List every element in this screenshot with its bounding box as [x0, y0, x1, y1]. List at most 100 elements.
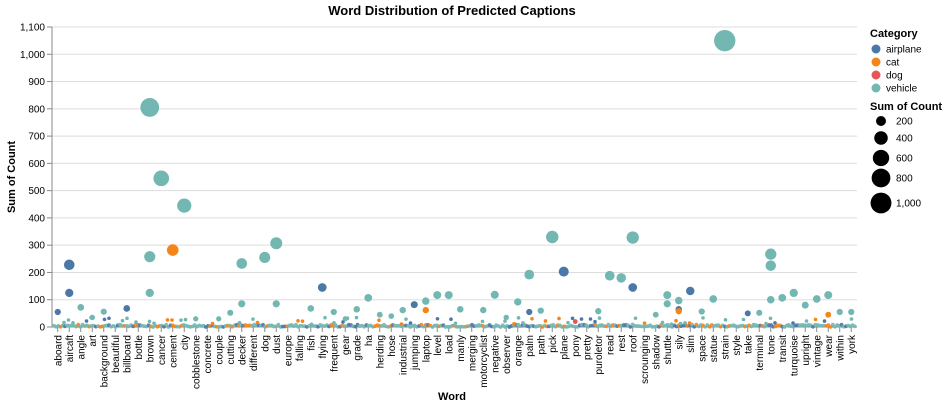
legend-size-title: Sum of Count	[870, 101, 942, 113]
data-point-vehicle	[514, 298, 522, 306]
data-point	[764, 321, 768, 326]
x-tick-label: level	[433, 335, 444, 356]
legend-size-swatch	[874, 131, 888, 145]
data-point-vehicle	[177, 198, 192, 213]
data-point	[84, 319, 89, 323]
data-point-vehicle	[89, 314, 95, 321]
data-point	[300, 319, 305, 323]
legend-size-swatch	[870, 192, 892, 214]
data-point-vehicle	[342, 316, 348, 322]
x-tick-label: space	[697, 335, 708, 362]
x-tick-label: shadow	[651, 334, 662, 369]
x-tick-label: turquoise	[789, 335, 800, 377]
data-point-vehicle	[433, 291, 442, 300]
x-tick-label: brown	[145, 335, 156, 362]
data-point-vehicle	[714, 29, 736, 52]
data-point	[102, 317, 107, 322]
data-point	[332, 320, 336, 325]
x-tick-label: within	[835, 335, 846, 362]
data-point	[557, 316, 561, 321]
x-tick-label: scrounging	[640, 335, 651, 384]
data-point-vehicle	[524, 269, 535, 280]
data-point-vehicle	[789, 288, 798, 298]
data-point-vehicle	[388, 313, 395, 319]
data-point	[579, 317, 584, 321]
y-axis-title: Sum of Count	[6, 141, 18, 213]
x-tick-label: dog	[260, 335, 271, 352]
x-tick-label: aboard	[53, 335, 64, 366]
data-point-vehicle	[824, 291, 833, 300]
data-point	[435, 316, 440, 321]
data-point	[723, 318, 728, 322]
data-point	[354, 315, 359, 320]
data-point	[377, 318, 381, 323]
legend: Category airplane cat dog vehicle Sum of Co…	[870, 28, 942, 214]
data-point-vehicle	[100, 308, 107, 315]
x-tick-label: herding	[375, 335, 386, 368]
x-tick-label: slim	[686, 335, 697, 353]
data-point-vehicle	[756, 309, 763, 316]
x-tick-label: terminal	[755, 335, 766, 371]
data-point-airplane	[526, 308, 533, 316]
data-point-airplane	[65, 288, 74, 298]
data-point	[530, 316, 534, 321]
data-point	[134, 320, 138, 324]
x-tick-label: pick	[548, 334, 559, 353]
x-tick-label: manly	[456, 335, 467, 362]
data-point-vehicle	[422, 297, 430, 305]
y-tick-label: 400	[28, 213, 45, 224]
x-tick-label: vintage	[812, 335, 823, 368]
data-point-airplane	[54, 308, 61, 316]
legend-color-swatch	[871, 70, 881, 80]
x-tick-label: pretty	[582, 335, 593, 360]
y-tick-label: 300	[28, 241, 45, 252]
legend-size-swatch	[876, 116, 886, 126]
data-point-vehicle	[145, 288, 154, 298]
data-point-airplane	[63, 259, 75, 271]
data-point-vehicle	[503, 314, 509, 321]
y-tick-label: 800	[28, 104, 45, 115]
data-point	[309, 322, 314, 327]
data-point	[179, 318, 183, 322]
chart-title: Word Distribution of Predicted Captions	[328, 3, 575, 18]
x-tick-label: bottle	[134, 335, 145, 360]
data-point-vehicle	[626, 231, 639, 244]
data-point	[296, 318, 300, 323]
y-tick-label: 0	[39, 323, 45, 334]
data-point	[71, 321, 75, 325]
data-point	[701, 316, 705, 320]
data-point-vehicle	[765, 248, 777, 260]
data-point	[660, 320, 665, 325]
y-tick-label: 900	[28, 77, 45, 88]
data-point-vehicle	[270, 237, 283, 250]
data-point	[566, 320, 570, 325]
data-point	[597, 316, 602, 320]
x-tick-label: cobblestone	[191, 335, 202, 389]
x-tick-label: read	[605, 335, 616, 355]
data-point	[255, 320, 260, 325]
x-tick-label: shuttle	[663, 335, 674, 365]
x-tick-label: falling	[295, 335, 306, 361]
data-point	[683, 321, 687, 325]
data-point-vehicle	[675, 296, 683, 305]
data-point-vehicle	[709, 295, 718, 303]
data-points	[52, 29, 857, 329]
x-tick-label: puroletor	[594, 334, 605, 374]
legend-size-label: 1,000	[896, 199, 921, 210]
data-point-vehicle	[307, 305, 315, 312]
data-point	[813, 317, 818, 322]
data-point	[593, 319, 597, 324]
data-point	[503, 319, 507, 323]
x-tick-label: jumping	[410, 335, 421, 371]
y-tick-label: 1,000	[20, 50, 45, 61]
y-tick-label: 700	[28, 132, 45, 143]
x-tick-label: angle	[76, 335, 87, 360]
data-point	[512, 322, 516, 326]
data-point	[570, 316, 575, 321]
data-point-vehicle	[663, 300, 671, 308]
legend-size-entries: 200 400 600 800 1,000	[870, 116, 921, 214]
data-point-vehicle	[604, 270, 615, 281]
data-point	[849, 317, 854, 321]
data-point	[66, 318, 71, 322]
